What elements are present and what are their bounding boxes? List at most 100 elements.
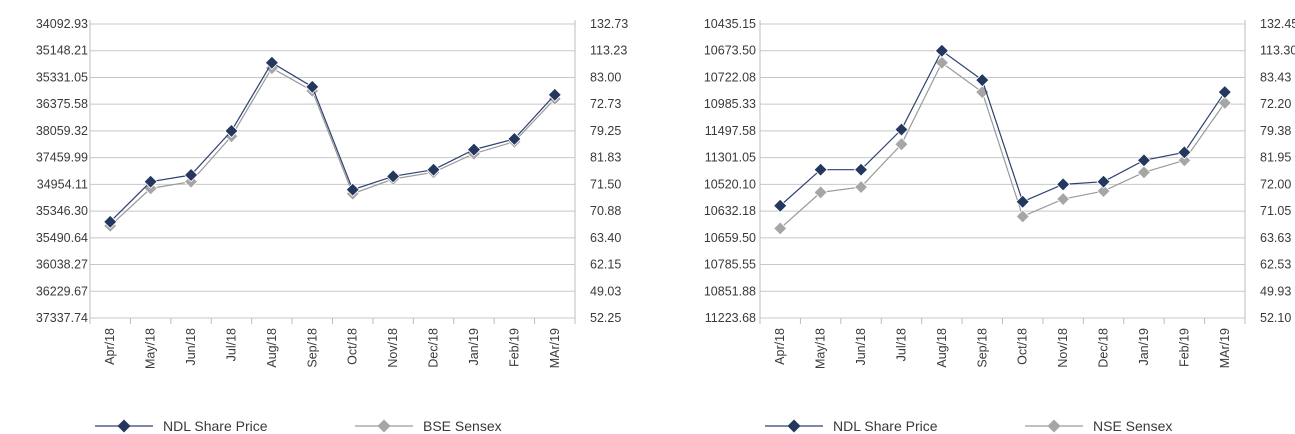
right-tick-label: 83.00	[590, 70, 621, 84]
data-point	[853, 162, 869, 177]
right-tick-label: 71.05	[1260, 204, 1291, 218]
left-tick-label: 11301.05	[705, 151, 756, 165]
data-point	[853, 179, 869, 195]
left-tick-label: 10673.50	[704, 44, 756, 58]
series-line	[779, 49, 1226, 207]
x-category-label: MAr/19	[1218, 328, 1232, 368]
legend-marker	[377, 419, 391, 433]
left-tick-label: 34092.93	[36, 17, 88, 31]
right-tick-label: 113.23	[590, 44, 627, 58]
data-point	[264, 55, 279, 70]
data-point	[934, 55, 949, 70]
left-tick-label: 10785.55	[704, 258, 756, 272]
left-tick-label: 10435.15	[704, 17, 756, 31]
legend-marker	[787, 419, 801, 433]
right-tick-label: 72.00	[1260, 177, 1291, 191]
x-category-label: Nov/18	[1056, 328, 1070, 368]
data-point	[975, 73, 990, 88]
x-category-label: Nov/18	[386, 328, 400, 368]
right-tick-label: 83.43	[1260, 70, 1291, 84]
legend-marker	[117, 419, 131, 433]
right-tick-label: 113.30	[1260, 44, 1295, 58]
x-category-label: May/18	[814, 328, 828, 369]
left-tick-label: 34954.11	[37, 177, 88, 191]
data-point	[1177, 145, 1192, 160]
x-category-label: May/18	[144, 328, 158, 369]
data-point	[143, 174, 158, 189]
data-point	[1015, 209, 1030, 224]
left-tick-label: 35148.21	[36, 44, 88, 58]
right-tick-label: 52.25	[590, 311, 621, 325]
data-point	[386, 169, 401, 184]
left-tick-label: 10851.88	[704, 284, 756, 298]
data-point	[1217, 85, 1232, 100]
data-point	[426, 162, 441, 177]
left-tick-label: 38059.32	[36, 124, 88, 138]
left-tick-label: 11497.58	[705, 124, 756, 138]
data-point	[507, 131, 522, 146]
right-tick-label: 132.45	[1260, 17, 1295, 31]
data-point	[894, 122, 909, 137]
x-category-label: Jan/19	[1137, 328, 1151, 366]
data-point	[547, 87, 562, 102]
legend-label: BSE Sensex	[423, 418, 502, 434]
left-tick-label: 35346.30	[36, 204, 88, 218]
x-category-label: Apr/18	[103, 328, 117, 365]
x-category-label: Dec/18	[427, 328, 441, 368]
data-point	[1136, 153, 1152, 168]
right-tick-label: 79.25	[590, 124, 621, 138]
series-line	[779, 61, 1226, 229]
right-tick-label: 63.63	[1260, 231, 1291, 245]
right-tick-label: 62.15	[590, 258, 621, 272]
x-category-label: Aug/18	[265, 328, 279, 368]
left-tick-label: 10632.18	[704, 204, 756, 218]
right-tick-label: 72.73	[590, 97, 621, 111]
x-category-label: Aug/18	[935, 328, 949, 368]
right-tick-label: 49.03	[590, 284, 621, 298]
data-point	[1177, 153, 1192, 168]
right-tick-label: 79.38	[1260, 124, 1291, 138]
data-point	[1015, 194, 1030, 209]
right-tick-label: 49.93	[1260, 284, 1291, 298]
series-line	[109, 61, 556, 223]
data-point	[894, 137, 909, 152]
left-tick-label: 10520.10	[704, 177, 756, 191]
right-tick-label: 52.10	[1260, 311, 1291, 325]
data-point	[934, 43, 949, 58]
x-category-label: Jan/19	[467, 328, 481, 366]
data-point	[773, 221, 788, 236]
data-point	[1217, 95, 1232, 110]
x-category-label: Jul/18	[894, 328, 908, 361]
data-point	[345, 182, 360, 197]
x-category-label: Jul/18	[224, 328, 238, 361]
legend-label: NDL Share Price	[163, 418, 268, 434]
chart-bse: 34092.93 132.73 35148.21 113.23 35331.05 83.0…	[36, 17, 628, 434]
x-category-label: Jun/18	[184, 328, 198, 366]
left-tick-label: 36375.58	[36, 97, 88, 111]
x-category-label: Apr/18	[773, 328, 787, 365]
x-category-label: Feb/19	[507, 328, 521, 367]
x-category-label: Oct/18	[346, 328, 360, 365]
left-tick-label: 37459.99	[36, 151, 88, 165]
data-point	[1096, 183, 1111, 199]
data-point	[813, 185, 828, 200]
left-tick-label: 10985.33	[704, 97, 756, 111]
left-tick-label: 35490.64	[36, 231, 88, 245]
x-category-label: MAr/19	[548, 328, 562, 368]
right-tick-label: 81.95	[1260, 151, 1291, 165]
right-tick-label: 132.73	[590, 17, 628, 31]
right-tick-label: 62.53	[1260, 258, 1291, 272]
data-point	[813, 162, 828, 177]
data-point	[1056, 177, 1071, 192]
data-point	[183, 167, 199, 183]
data-point	[1136, 165, 1152, 180]
data-point	[1056, 191, 1071, 207]
x-category-label: Oct/18	[1016, 328, 1030, 365]
x-category-label: Sep/18	[305, 328, 319, 368]
right-tick-label: 81.83	[590, 151, 621, 165]
x-category-label: Dec/18	[1097, 328, 1111, 368]
legend-label: NDL Share Price	[833, 418, 938, 434]
left-tick-label: 36229.67	[36, 284, 88, 298]
